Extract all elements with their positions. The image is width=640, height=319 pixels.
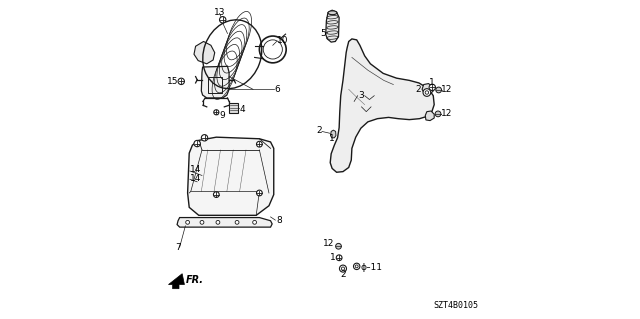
Text: 14: 14 bbox=[190, 174, 202, 183]
Text: 12: 12 bbox=[441, 109, 452, 118]
Polygon shape bbox=[194, 41, 215, 64]
Circle shape bbox=[214, 192, 219, 197]
Text: 5: 5 bbox=[320, 29, 326, 38]
Text: 9: 9 bbox=[219, 111, 225, 120]
Text: 7: 7 bbox=[175, 243, 180, 252]
Circle shape bbox=[257, 190, 262, 196]
Circle shape bbox=[335, 243, 341, 249]
Text: 8: 8 bbox=[276, 216, 282, 225]
Text: ϕ–11: ϕ–11 bbox=[361, 263, 383, 272]
Text: 6: 6 bbox=[275, 85, 280, 94]
Circle shape bbox=[202, 135, 208, 141]
Text: 12: 12 bbox=[441, 85, 452, 94]
Text: 14: 14 bbox=[190, 165, 202, 174]
Polygon shape bbox=[330, 39, 434, 172]
Circle shape bbox=[425, 91, 429, 94]
Circle shape bbox=[220, 17, 226, 23]
Bar bbox=[208, 77, 222, 93]
Polygon shape bbox=[425, 111, 434, 121]
Text: 2: 2 bbox=[416, 85, 422, 94]
Text: FR.: FR. bbox=[186, 275, 204, 285]
Polygon shape bbox=[202, 66, 229, 98]
Circle shape bbox=[257, 141, 262, 147]
Circle shape bbox=[436, 87, 442, 93]
Polygon shape bbox=[177, 218, 272, 227]
Polygon shape bbox=[188, 137, 274, 215]
Text: 15: 15 bbox=[167, 77, 179, 86]
Text: 3: 3 bbox=[358, 91, 364, 100]
Circle shape bbox=[186, 220, 189, 224]
Circle shape bbox=[336, 255, 342, 261]
Circle shape bbox=[355, 265, 358, 268]
Circle shape bbox=[435, 111, 441, 117]
Polygon shape bbox=[422, 84, 433, 94]
Text: 4: 4 bbox=[239, 105, 245, 114]
Circle shape bbox=[216, 220, 220, 224]
Text: SZT4B0105: SZT4B0105 bbox=[433, 301, 478, 310]
Circle shape bbox=[235, 220, 239, 224]
Circle shape bbox=[339, 265, 346, 272]
Circle shape bbox=[200, 220, 204, 224]
Circle shape bbox=[178, 78, 184, 85]
Text: 1: 1 bbox=[330, 253, 335, 262]
Polygon shape bbox=[168, 274, 184, 289]
Text: 2: 2 bbox=[316, 126, 321, 135]
Text: 1: 1 bbox=[329, 134, 335, 143]
Circle shape bbox=[429, 84, 435, 91]
Polygon shape bbox=[330, 130, 336, 138]
Circle shape bbox=[423, 89, 431, 96]
Circle shape bbox=[214, 110, 219, 115]
Text: 2: 2 bbox=[340, 271, 346, 279]
Circle shape bbox=[253, 220, 257, 224]
Text: 10: 10 bbox=[277, 36, 289, 45]
Circle shape bbox=[194, 140, 200, 147]
Bar bbox=[229, 103, 238, 113]
Text: 1: 1 bbox=[429, 78, 435, 87]
Text: 13: 13 bbox=[214, 8, 225, 17]
Polygon shape bbox=[326, 10, 339, 42]
Text: 12: 12 bbox=[323, 239, 334, 248]
Circle shape bbox=[341, 267, 344, 270]
Ellipse shape bbox=[328, 11, 337, 15]
Circle shape bbox=[353, 263, 360, 270]
